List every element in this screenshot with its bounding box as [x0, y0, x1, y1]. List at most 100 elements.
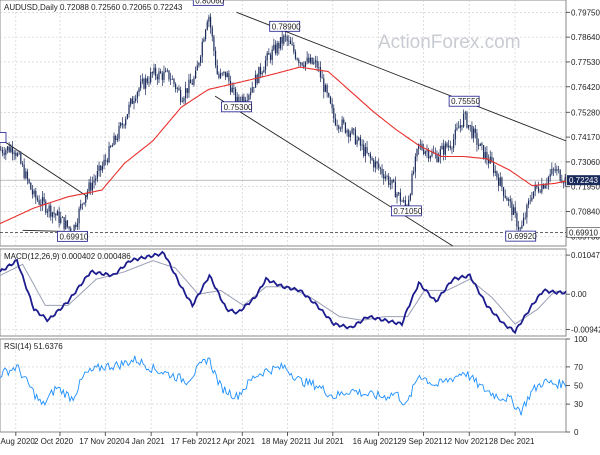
candle-body: [123, 124, 125, 126]
candle-body: [304, 61, 307, 67]
candle-body: [254, 74, 257, 88]
candle-body: [195, 70, 197, 79]
candle-body: [48, 205, 50, 212]
candle-body: [509, 199, 511, 202]
candle-body: [6, 146, 9, 151]
candle-body: [288, 40, 290, 42]
candle-body: [105, 159, 107, 161]
candle-body: [431, 151, 433, 157]
price-annotation-box: [221, 101, 252, 113]
price-y-tick-label: 0.71950: [571, 183, 600, 192]
price-annotation-box: [505, 230, 537, 242]
candle-body: [446, 143, 448, 147]
candle-body: [175, 83, 177, 89]
candle-body: [115, 135, 117, 141]
candle-body: [15, 152, 17, 156]
candle-body: [16, 153, 19, 156]
x-tick-label: 19 Aug 2020: [0, 437, 35, 446]
candle-body: [136, 92, 138, 99]
candle-body: [319, 67, 322, 78]
candle-body: [120, 123, 122, 127]
candle-body: [293, 45, 295, 52]
candle-body: [479, 143, 481, 146]
candle-body: [334, 118, 337, 126]
rsi-panel-frame: [0, 338, 567, 433]
rsi-y-tick-label: 100: [574, 335, 588, 344]
candle-body: [313, 62, 315, 64]
candle-body: [353, 128, 355, 130]
candle-body: [336, 125, 338, 126]
candle-body: [381, 168, 383, 175]
candle-body: [309, 57, 312, 63]
x-tick-label: 29 Sep 2021: [397, 437, 443, 446]
candle-body: [90, 182, 92, 191]
candle-body: [85, 195, 87, 203]
candle-body: [511, 201, 513, 215]
macd-panel: 0.010472 0.00 -0.009426 MACD(12,26,9) 0.00…: [0, 248, 600, 337]
candle-body: [155, 67, 157, 77]
candle-body: [25, 171, 27, 179]
candle-body: [499, 177, 501, 186]
candle-body: [213, 36, 215, 51]
rsi-y-tick-label: 0: [574, 428, 579, 437]
candle-body: [214, 50, 217, 66]
candle-body: [166, 70, 168, 72]
candle-body: [341, 119, 343, 129]
candle-body: [339, 128, 342, 130]
candle-body: [46, 211, 49, 213]
trendline: [0, 138, 88, 198]
candle-body: [379, 167, 381, 169]
candle-body: [191, 83, 193, 85]
candle-body: [70, 228, 72, 234]
candle-body: [346, 130, 348, 133]
rsi-y-tick-label: 50: [574, 382, 583, 391]
candle-body: [55, 213, 57, 216]
candle-body: [5, 150, 7, 155]
rsi-panel: 100 70 50 30 0 RSI(14) 51.6376: [0, 335, 588, 437]
candle-body: [368, 152, 370, 155]
candle-body: [23, 164, 25, 179]
candle-body: [376, 161, 378, 164]
candle-body: [454, 129, 456, 140]
candle-body: [438, 157, 440, 162]
candle-body: [436, 154, 438, 162]
candle-body: [145, 78, 147, 89]
candle-body: [65, 220, 67, 229]
candle-body: [31, 189, 34, 195]
candle-body: [113, 135, 115, 146]
candle-body: [464, 112, 466, 114]
candle-body: [413, 171, 415, 174]
candle-body: [66, 220, 69, 227]
candle-body: [496, 171, 498, 178]
candle-body: [185, 88, 187, 99]
candle-body: [11, 147, 14, 154]
candle-body: [393, 179, 395, 182]
candle-body: [344, 122, 347, 133]
candle-body: [534, 185, 536, 192]
candle-body: [478, 144, 480, 146]
candle-body: [409, 194, 411, 200]
candle-body: [423, 149, 425, 154]
candle-body: [516, 213, 518, 227]
candle-body: [226, 73, 228, 78]
candle-body: [153, 67, 155, 74]
price-annotation-label: 0.69910: [59, 232, 88, 241]
candle-body: [171, 78, 173, 80]
rsi-y-tick-label: 70: [574, 363, 583, 372]
candle-body: [38, 200, 40, 205]
candle-body: [218, 74, 220, 78]
candle-body: [160, 71, 162, 74]
trendline: [214, 95, 454, 247]
candle-body: [165, 70, 167, 72]
candle-body: [95, 178, 97, 181]
candle-body: [551, 168, 553, 175]
rsi-title: RSI(14) 51.6376: [4, 342, 63, 351]
candle-body: [181, 101, 183, 102]
candle-body: [474, 128, 476, 133]
candle-body: [338, 125, 340, 130]
candle-body: [318, 67, 320, 68]
candle-body: [468, 125, 470, 128]
candle-body: [529, 200, 531, 202]
candle-body: [0, 149, 2, 151]
